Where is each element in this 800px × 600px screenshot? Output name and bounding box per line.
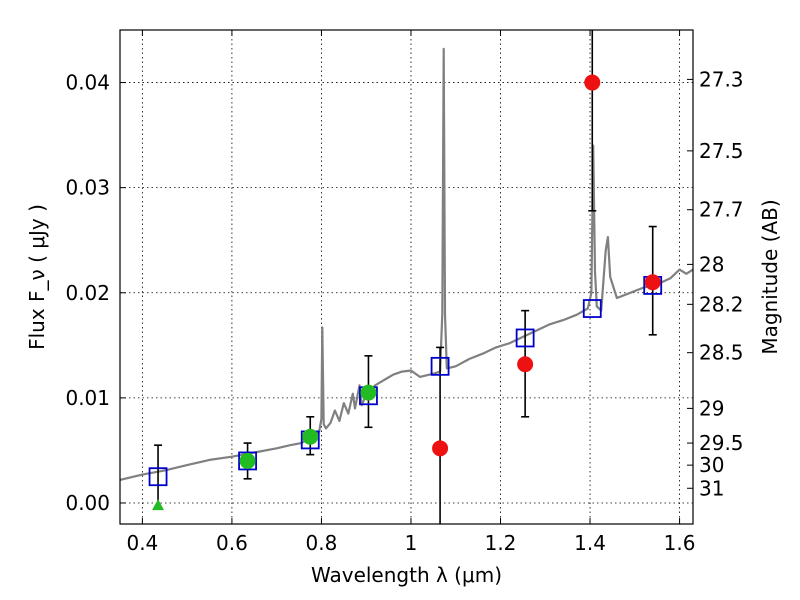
data-point (644, 274, 661, 291)
model-square (148, 467, 168, 487)
x-tick-label: 1.2 (485, 531, 517, 555)
model-square (430, 356, 450, 376)
right-tick-label: 27.5 (699, 139, 744, 163)
y-axis-label: Flux F_ν ( μJy ) (25, 204, 49, 350)
right-tick-label: 30 (699, 453, 724, 477)
right-tick-label: 27.7 (699, 198, 744, 222)
y-tick-label: 0.03 (65, 176, 110, 200)
model-square (515, 328, 535, 348)
data-point (360, 384, 377, 401)
grid (120, 30, 693, 524)
right-tick-label: 28 (699, 252, 724, 276)
right-tick-label: 29.5 (699, 431, 744, 455)
data-point (239, 452, 256, 469)
model-square (582, 299, 602, 318)
right-tick-label: 27.3 (699, 67, 744, 91)
y-tick-label: 0.04 (65, 71, 110, 95)
data-point (302, 428, 319, 445)
x-tick-label: 1.6 (664, 531, 696, 555)
right-axis-label: Magnitude (AB) (758, 199, 782, 354)
x-tick-label: 0.4 (126, 531, 158, 555)
right-tick-label: 28.5 (699, 341, 744, 365)
model-square (238, 451, 257, 471)
x-tick-label: 0.6 (216, 531, 248, 555)
data-point (432, 440, 449, 457)
y-tick-label: 0.01 (65, 386, 110, 410)
data-point (584, 74, 601, 91)
spectrum-line (120, 47, 693, 481)
y-tick-label: 0.02 (65, 281, 110, 305)
plot-area (120, 30, 693, 524)
upper-limit-triangle (152, 499, 165, 511)
x-tick-label: 1 (405, 531, 418, 555)
x-tick-label: 0.8 (306, 531, 338, 555)
right-tick-label: 29 (699, 396, 724, 420)
axes: 0.4 0.6 0.8 1 1.2 1.4 1.6 0.00 0.01 0.02 0.03 0.04 2… (65, 30, 744, 555)
right-tick-label: 28.2 (699, 292, 744, 316)
y-tick-label: 0.00 (65, 491, 110, 515)
plot-frame (119, 29, 694, 525)
right-tick-label: 31 (699, 476, 724, 500)
data-point (517, 356, 534, 373)
x-tick-label: 1.4 (574, 531, 606, 555)
x-axis-label: Wavelength λ (μm) (311, 563, 502, 587)
